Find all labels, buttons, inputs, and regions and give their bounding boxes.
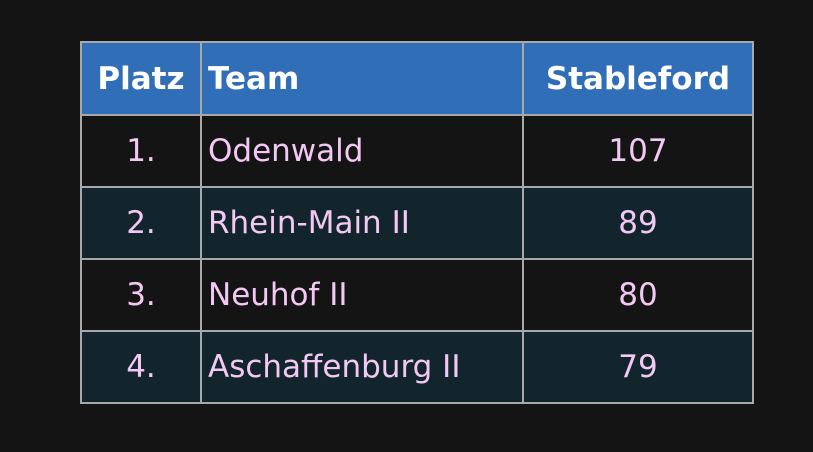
table-cell: 4.	[80, 330, 202, 404]
header-cell: Stableford	[522, 41, 754, 116]
table-row: 2. Rhein-Main II 89	[80, 186, 754, 260]
table-row: 3. Neuhof II 80	[80, 258, 754, 332]
results-table: Platz Team Stableford 1. Odenwald 107 2. Rhein…	[80, 41, 754, 404]
table-row: 1. Odenwald 107	[80, 114, 754, 188]
table-cell: Odenwald	[200, 114, 524, 188]
table-body: 1. Odenwald 107 2. Rhein-Main II 89 3. Neuhof I…	[80, 114, 754, 404]
table-cell: 2.	[80, 186, 202, 260]
table-cell: 3.	[80, 258, 202, 332]
table-cell: 89	[522, 186, 754, 260]
header-cell: Platz	[80, 41, 202, 116]
table-cell: Aschaffenburg II	[200, 330, 524, 404]
header-row: Platz Team Stableford	[80, 41, 754, 116]
table-cell: Neuhof II	[200, 258, 524, 332]
table-cell: Rhein-Main II	[200, 186, 524, 260]
table-cell: 80	[522, 258, 754, 332]
table-cell: 1.	[80, 114, 202, 188]
table-cell: 79	[522, 330, 754, 404]
table-cell: 107	[522, 114, 754, 188]
header-cell: Team	[200, 41, 524, 116]
table-row: 4. Aschaffenburg II 79	[80, 330, 754, 404]
